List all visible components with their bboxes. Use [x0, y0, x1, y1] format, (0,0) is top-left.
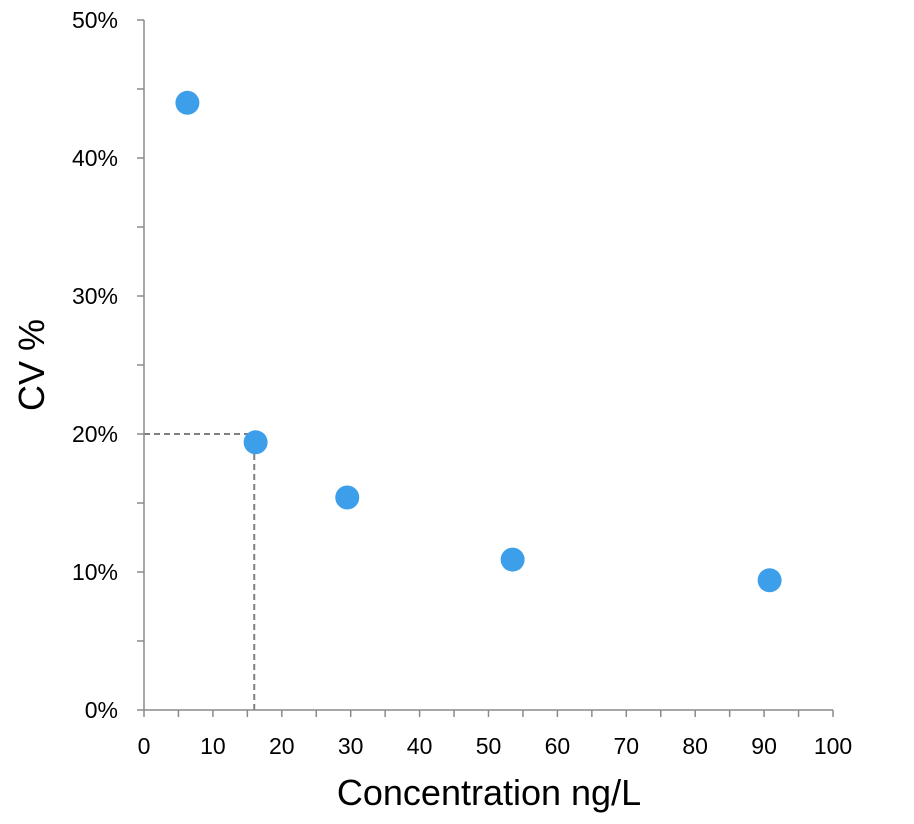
x-tick-label: 40: [407, 733, 433, 759]
x-tick-label: 70: [614, 733, 640, 759]
x-tick-label: 80: [682, 733, 708, 759]
x-tick-label: 50: [476, 733, 502, 759]
x-tick-label: 60: [545, 733, 571, 759]
data-point: [335, 485, 360, 510]
x-axis-title: Concentration ng/L: [337, 772, 641, 813]
y-tick-label: 10%: [72, 559, 118, 585]
data-point: [757, 568, 782, 593]
x-tick-label: 20: [269, 733, 295, 759]
y-tick-label: 50%: [72, 7, 118, 33]
x-tick-label: 10: [200, 733, 226, 759]
y-tick-label: 30%: [72, 283, 118, 309]
reference-lines: [144, 433, 256, 710]
x-tick-label: 30: [338, 733, 364, 759]
x-tick-label: 90: [751, 733, 777, 759]
data-point: [243, 430, 268, 455]
y-tick-label: 20%: [72, 421, 118, 447]
y-axis-title: CV %: [11, 319, 52, 411]
x-tick-label: 0: [138, 733, 151, 759]
x-axis-ticks: 0 10 20 30 40 50 60 70 80 90 100: [138, 710, 852, 759]
y-tick-label: 0%: [85, 697, 118, 723]
data-point: [500, 547, 525, 572]
y-tick-label: 40%: [72, 145, 118, 171]
x-tick-label: 100: [814, 733, 852, 759]
data-point: [175, 90, 200, 115]
data-points: [175, 90, 782, 593]
y-axis-ticks: 0% 10% 20% 30% 40% 50%: [72, 7, 144, 723]
